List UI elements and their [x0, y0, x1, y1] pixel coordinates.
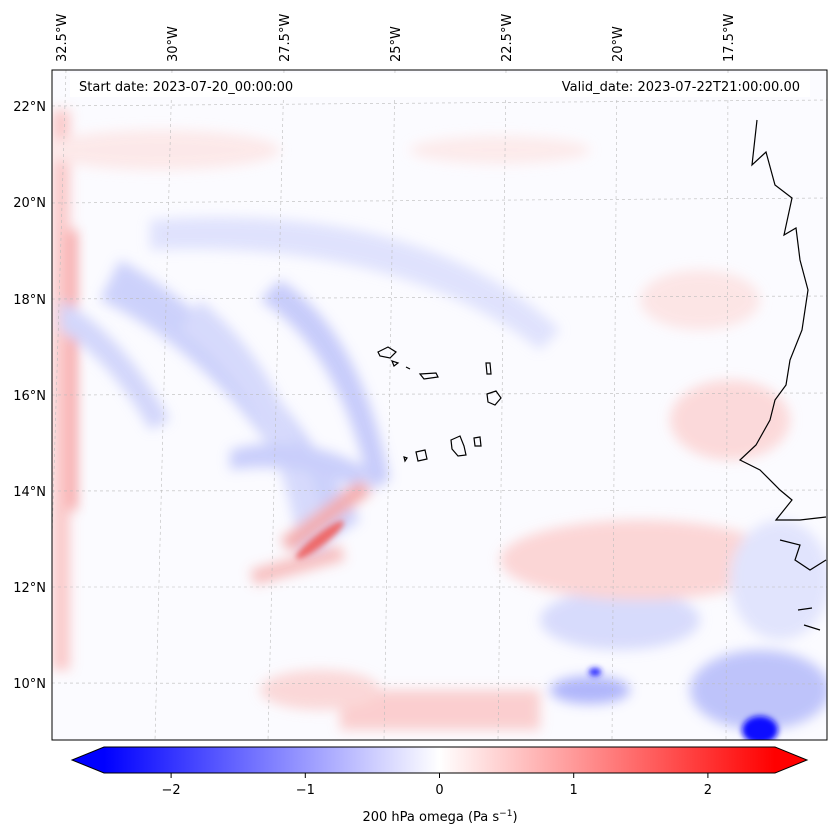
longitude-labels: 32.5°W 30°W 27.5°W 25°W 22.5°W 20°W 17.5…: [55, 14, 737, 62]
island-santiago: [450, 435, 467, 457]
lat-label: 18°N: [13, 293, 46, 308]
lon-label: 22.5°W: [500, 14, 515, 62]
lon-label: 30°W: [166, 26, 181, 62]
valid-date-label: Valid_date: 2023-07-22T21:00:00.00: [562, 80, 800, 95]
colorbar-tick-label: 2: [704, 783, 712, 798]
island-santa-luzia: [405, 366, 411, 370]
lon-label: 20°W: [611, 26, 626, 62]
lon-label: 27.5°W: [278, 14, 293, 62]
lat-label: 12°N: [13, 581, 46, 596]
start-date-label: Start date: 2023-07-20_00:00:00: [79, 80, 293, 95]
island-sao-nicolau: [418, 372, 439, 380]
lat-label: 22°N: [13, 100, 46, 115]
omega-field: [52, 70, 827, 740]
lon-label: 17.5°W: [722, 14, 737, 62]
island-fogo: [415, 449, 428, 462]
colorbar-ticks: −2 −1 0 1 2: [162, 773, 712, 798]
cape-verde-islands: [377, 346, 502, 463]
island-brava: [403, 456, 408, 463]
colorbar-extend-max: [775, 747, 807, 773]
island-maio: [473, 436, 482, 447]
island-sao-vicente: [390, 360, 400, 367]
lon-label: 32.5°W: [55, 14, 70, 62]
colorbar-extend-min: [72, 747, 104, 773]
colorbar-tick-label: 0: [435, 783, 443, 798]
map-gridlines: [52, 70, 827, 740]
colorbar-outline: [70, 746, 809, 774]
map-frame: [51, 69, 828, 741]
lat-label: 14°N: [13, 485, 46, 500]
colorbar-label: 200 hPa omega (Pa s−1): [362, 809, 517, 825]
lon-label: 25°W: [389, 26, 404, 62]
colorbar-gradient: [104, 747, 775, 773]
island-santo-antao: [377, 346, 397, 359]
island-boa-vista: [486, 390, 502, 406]
colorbar-tick-label: −1: [296, 783, 315, 798]
africa-coastline: [738, 119, 827, 631]
lat-label: 10°N: [13, 677, 46, 692]
coastline: [738, 119, 827, 631]
colorbar-label-text: 200 hPa omega (Pa s: [362, 810, 499, 825]
header-strip: [70, 73, 810, 97]
colorbar: −2 −1 0 1 2 200 hPa omega (Pa s−1): [70, 746, 809, 825]
colorbar-tick-label: 1: [570, 783, 578, 798]
colorbar-label-units-close: ): [512, 810, 517, 825]
lat-label: 20°N: [13, 196, 46, 211]
lat-label: 16°N: [13, 389, 46, 404]
colorbar-tick-label: −2: [162, 783, 181, 798]
island-sal: [485, 362, 492, 375]
latitude-labels: 22°N 20°N 18°N 16°N 14°N 12°N 10°N: [13, 100, 46, 692]
colorbar-label-units-exponent: −1: [499, 809, 512, 819]
